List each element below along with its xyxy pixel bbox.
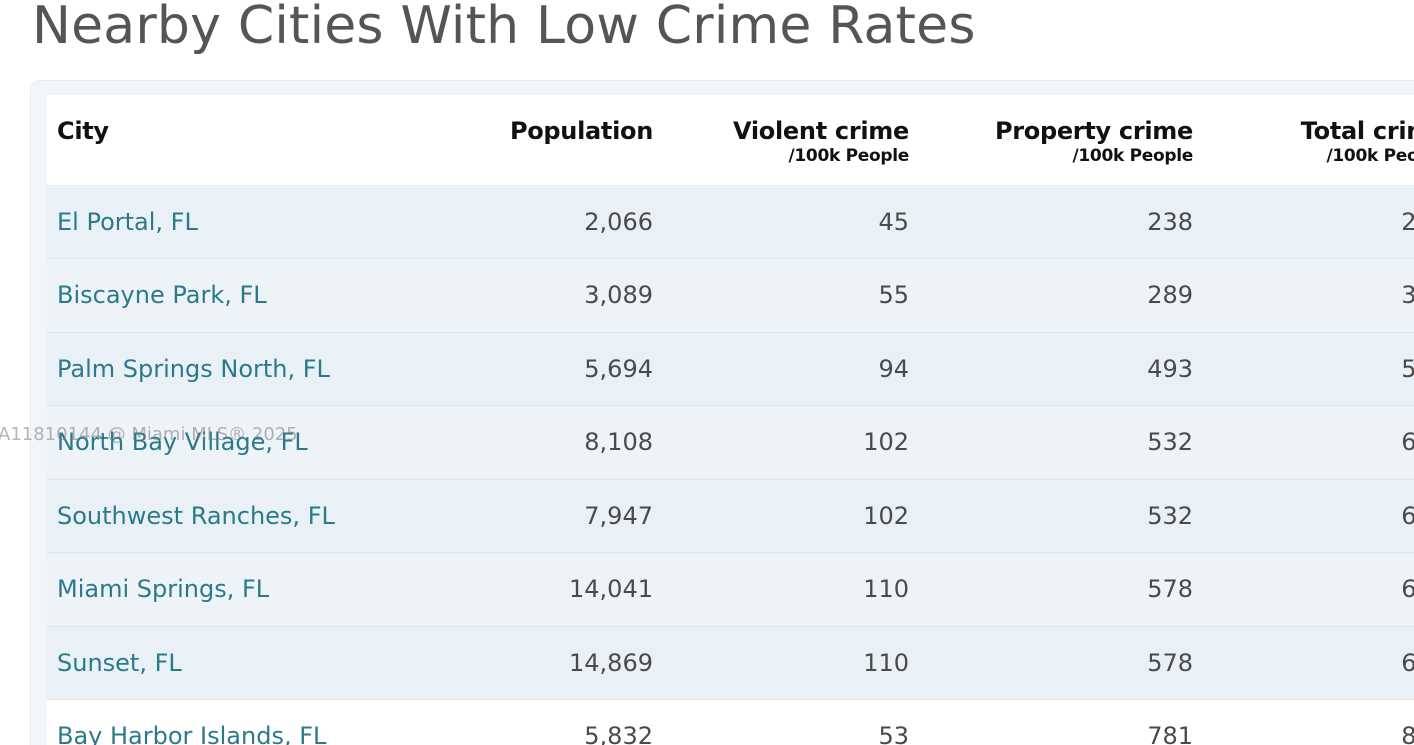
table-row: El Portal, FL 2,066 45 238 283 bbox=[47, 185, 1414, 259]
table-row: Sunset, FL 14,869 110 578 688 bbox=[47, 626, 1414, 700]
property-crime-cell: 578 bbox=[909, 553, 1193, 627]
property-crime-cell: 532 bbox=[909, 479, 1193, 553]
total-crime-cell: 344 bbox=[1193, 259, 1414, 333]
page-title: Nearby Cities With Low Crime Rates bbox=[32, 0, 976, 58]
crime-table-card: City Population Violent crime /100k Peop… bbox=[30, 80, 1414, 745]
header-row: City Population Violent crime /100k Peop… bbox=[47, 95, 1414, 185]
table-header: City Population Violent crime /100k Peop… bbox=[47, 95, 1414, 185]
total-crime-cell: 634 bbox=[1193, 406, 1414, 480]
table-row: Southwest Ranches, FL 7,947 102 532 634 bbox=[47, 479, 1414, 553]
city-cell: Miami Springs, FL bbox=[47, 553, 457, 627]
header-violent-crime-unit: /100k People bbox=[653, 147, 909, 165]
table-body: El Portal, FL 2,066 45 238 283 Biscayne … bbox=[47, 185, 1414, 745]
property-crime-cell: 578 bbox=[909, 626, 1193, 700]
city-cell: Southwest Ranches, FL bbox=[47, 479, 457, 553]
table-row: Bay Harbor Islands, FL 5,832 53 781 835 bbox=[47, 700, 1414, 745]
city-link[interactable]: Sunset, FL bbox=[57, 649, 182, 677]
table-row: Palm Springs North, FL 5,694 94 493 587 bbox=[47, 332, 1414, 406]
violent-crime-cell: 55 bbox=[653, 259, 909, 333]
city-link[interactable]: Southwest Ranches, FL bbox=[57, 502, 335, 530]
total-crime-cell: 634 bbox=[1193, 479, 1414, 553]
city-link[interactable]: El Portal, FL bbox=[57, 208, 198, 236]
city-cell: Palm Springs North, FL bbox=[47, 332, 457, 406]
city-link[interactable]: Miami Springs, FL bbox=[57, 575, 269, 603]
total-crime-cell: 688 bbox=[1193, 553, 1414, 627]
population-cell: 7,947 bbox=[457, 479, 653, 553]
city-cell: Sunset, FL bbox=[47, 626, 457, 700]
violent-crime-cell: 110 bbox=[653, 553, 909, 627]
city-cell: Biscayne Park, FL bbox=[47, 259, 457, 333]
city-link[interactable]: North Bay Village, FL bbox=[57, 428, 308, 456]
violent-crime-cell: 102 bbox=[653, 406, 909, 480]
table-row: Biscayne Park, FL 3,089 55 289 344 bbox=[47, 259, 1414, 333]
total-crime-cell: 587 bbox=[1193, 332, 1414, 406]
property-crime-cell: 532 bbox=[909, 406, 1193, 480]
population-cell: 2,066 bbox=[457, 185, 653, 259]
header-property-crime-label: Property crime bbox=[909, 115, 1193, 147]
population-cell: 5,832 bbox=[457, 700, 653, 745]
property-crime-cell: 238 bbox=[909, 185, 1193, 259]
header-city-label: City bbox=[57, 115, 457, 147]
header-city: City bbox=[47, 95, 457, 185]
header-violent-crime-label: Violent crime bbox=[653, 115, 909, 147]
header-population: Population bbox=[457, 95, 653, 185]
property-crime-cell: 289 bbox=[909, 259, 1193, 333]
violent-crime-cell: 94 bbox=[653, 332, 909, 406]
total-crime-cell: 283 bbox=[1193, 185, 1414, 259]
population-cell: 14,041 bbox=[457, 553, 653, 627]
table-row: North Bay Village, FL 8,108 102 532 634 bbox=[47, 406, 1414, 480]
total-crime-cell: 688 bbox=[1193, 626, 1414, 700]
header-property-crime-unit: /100k People bbox=[909, 147, 1193, 165]
population-cell: 5,694 bbox=[457, 332, 653, 406]
population-cell: 14,869 bbox=[457, 626, 653, 700]
violent-crime-cell: 110 bbox=[653, 626, 909, 700]
violent-crime-cell: 102 bbox=[653, 479, 909, 553]
city-link[interactable]: Biscayne Park, FL bbox=[57, 281, 267, 309]
city-link[interactable]: Palm Springs North, FL bbox=[57, 355, 330, 383]
property-crime-cell: 493 bbox=[909, 332, 1193, 406]
total-crime-cell: 835 bbox=[1193, 700, 1414, 745]
violent-crime-cell: 53 bbox=[653, 700, 909, 745]
header-total-crime-label: Total crime bbox=[1193, 115, 1414, 147]
header-total-crime: Total crime /100k People bbox=[1193, 95, 1414, 185]
population-cell: 8,108 bbox=[457, 406, 653, 480]
city-cell: Bay Harbor Islands, FL bbox=[47, 700, 457, 745]
header-violent-crime: Violent crime /100k People bbox=[653, 95, 909, 185]
header-total-crime-unit: /100k People bbox=[1193, 147, 1414, 165]
header-property-crime: Property crime /100k People bbox=[909, 95, 1193, 185]
city-cell: North Bay Village, FL bbox=[47, 406, 457, 480]
population-cell: 3,089 bbox=[457, 259, 653, 333]
city-cell: El Portal, FL bbox=[47, 185, 457, 259]
header-population-label: Population bbox=[457, 115, 653, 147]
table-row: Miami Springs, FL 14,041 110 578 688 bbox=[47, 553, 1414, 627]
crime-table: City Population Violent crime /100k Peop… bbox=[47, 95, 1414, 745]
violent-crime-cell: 45 bbox=[653, 185, 909, 259]
city-link[interactable]: Bay Harbor Islands, FL bbox=[57, 722, 326, 745]
property-crime-cell: 781 bbox=[909, 700, 1193, 745]
